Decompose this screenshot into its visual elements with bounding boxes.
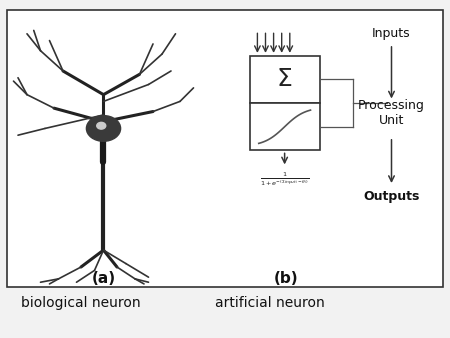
Bar: [250, 103, 320, 150]
Circle shape: [97, 122, 106, 129]
Text: Processing
Unit: Processing Unit: [358, 99, 425, 127]
Text: artificial neuron: artificial neuron: [215, 296, 325, 310]
Text: Outputs: Outputs: [363, 190, 420, 202]
Text: biological neuron: biological neuron: [21, 296, 141, 310]
Text: Σ: Σ: [277, 67, 292, 92]
Bar: [250, 56, 320, 103]
Circle shape: [86, 116, 121, 141]
Bar: [7, 10, 443, 287]
Text: Inputs: Inputs: [372, 27, 411, 40]
Text: $\frac{1}{1+e^{-(\Sigma input_i-\theta_i)}}$: $\frac{1}{1+e^{-(\Sigma input_i-\theta_i…: [260, 171, 309, 188]
Text: (a): (a): [91, 271, 116, 286]
Text: (b): (b): [274, 271, 298, 286]
